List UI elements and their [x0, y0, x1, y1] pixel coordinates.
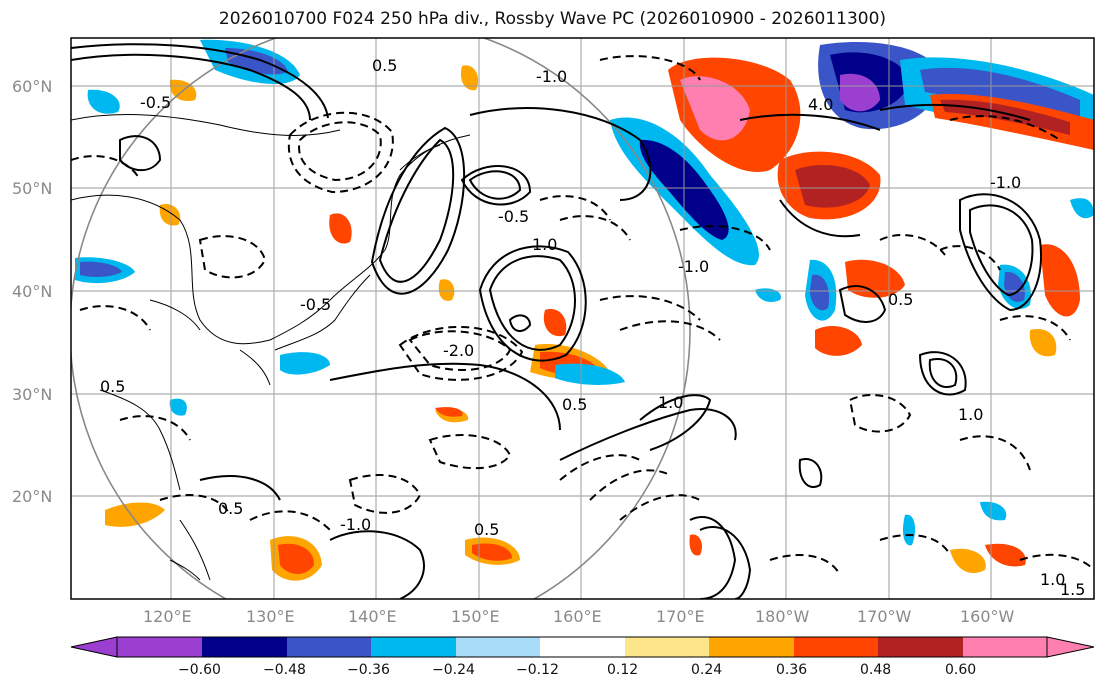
map-frame: [70, 37, 1095, 600]
colorbar-label: −0.12: [516, 662, 559, 678]
lat-tick-label: 40°N: [12, 282, 53, 301]
lon-tick-label: 170°E: [656, 607, 705, 626]
lon-tick-label: 150°E: [451, 607, 500, 626]
colorbar-label: 0.24: [691, 662, 723, 678]
graticule: [71, 38, 1094, 599]
map-title: 2026010700 F024 250 hPa div., Rossby Wav…: [218, 9, 887, 29]
colorbar-label: −0.60: [178, 662, 221, 678]
lon-tick-label: 170°W: [857, 607, 912, 626]
colorbar-swatch: [202, 637, 287, 657]
lon-tick-label: 160°E: [553, 607, 602, 626]
lat-tick-label: 30°N: [12, 385, 53, 404]
colorbar-swatch: [456, 637, 540, 657]
contour-labels: 0.5 -1.0 1.0 -1.0 4.0 -1.0 0.5 1.0 1.0 0…: [100, 56, 1085, 599]
contour-label: 1.0: [1040, 570, 1065, 589]
lon-tick-label: 120°E: [143, 607, 192, 626]
colorbar-label: 0.60: [945, 662, 977, 678]
contour-label: 0.5: [218, 499, 243, 518]
contour-label: 0.5: [888, 290, 913, 309]
colorbar-extend-high: [1046, 636, 1095, 658]
lon-tick-label: 160°W: [960, 607, 1015, 626]
colorbar-swatch: [878, 637, 963, 657]
contour-label: -1.0: [536, 67, 567, 86]
lon-tick-label: 140°E: [348, 607, 397, 626]
colorbar-swatch: [625, 637, 709, 657]
contour-label: 1.5: [1060, 580, 1085, 599]
lat-tick-label: 20°N: [12, 487, 53, 506]
lon-tick-label: 180°W: [755, 607, 810, 626]
colorbar-swatch: [540, 637, 625, 657]
colorbar-label: 0.36: [776, 662, 808, 678]
colorbar-swatch: [963, 637, 1047, 657]
contour-label: 0.5: [372, 56, 397, 75]
colorbar-label: 0.12: [607, 662, 639, 678]
contour-label: 0.5: [100, 377, 125, 396]
contour-label: 0.5: [562, 395, 587, 414]
contour-label: -1.0: [340, 515, 371, 534]
lat-tick-label: 50°N: [12, 179, 53, 198]
contour-label: -2.0: [443, 341, 474, 360]
colorbar-label: −0.36: [347, 662, 390, 678]
contour-label: -1.0: [990, 173, 1021, 192]
contour-label: 1.0: [658, 393, 683, 412]
lat-tick-label: 60°N: [12, 77, 53, 96]
contour-label: 0.5: [474, 520, 499, 539]
contour-label: 4.0: [808, 95, 833, 114]
colorbar-swatch: [794, 637, 878, 657]
colorbar-swatch: [709, 637, 794, 657]
contours-positive: [71, 43, 1042, 599]
colorbar-swatch: [287, 637, 371, 657]
contours-negative: [71, 55, 1094, 576]
coastlines: [71, 114, 471, 581]
colorbar: [70, 636, 1095, 658]
contour-label: -0.5: [498, 207, 529, 226]
colorbar-label: −0.24: [432, 662, 475, 678]
colorbar-extend-low: [70, 636, 118, 658]
colorbar-swatch: [371, 637, 456, 657]
colorbar-swatch: [117, 637, 202, 657]
contour-label: -0.5: [140, 93, 171, 112]
region-circle: [71, 38, 691, 599]
contour-label: -0.5: [300, 295, 331, 314]
colorbar-label: −0.48: [263, 662, 306, 678]
contour-label: -1.0: [678, 257, 709, 276]
map-area: [71, 38, 1094, 599]
colorbar-label: 0.48: [860, 662, 892, 678]
contour-label: 1.0: [532, 235, 557, 254]
contour-label: 1.0: [958, 405, 983, 424]
lon-tick-label: 130°E: [246, 607, 295, 626]
